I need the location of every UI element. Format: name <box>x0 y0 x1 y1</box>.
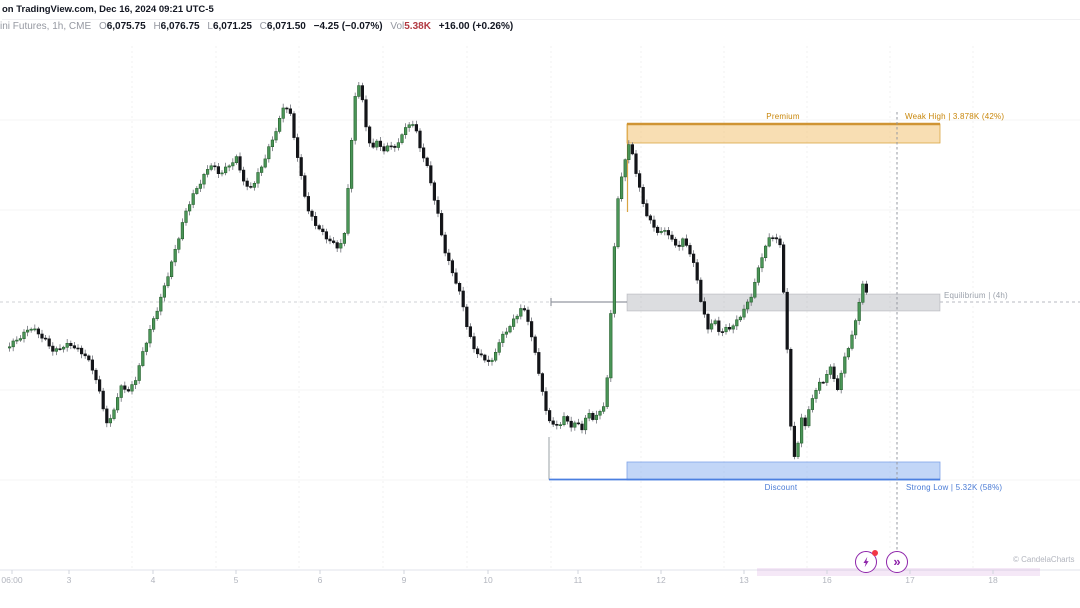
high-value: 6,076.75 <box>160 21 200 32</box>
symbol-title: ini Futures, 1h, CME <box>0 21 92 32</box>
notification-badge-dot <box>872 550 878 556</box>
symbol-ohlc-row: ini Futures, 1h, CME O6,075.75 H6,076.75… <box>0 21 513 32</box>
close-value: 6,071.50 <box>266 21 306 32</box>
equilibrium-label: Equilibrium | (4h) <box>944 291 1008 300</box>
open-label: O <box>98 21 107 32</box>
open-value: 6,075.75 <box>106 21 146 32</box>
publish-info: on TradingView.com, Dec 16, 2024 09:21 U… <box>2 4 1080 20</box>
weak-high-label: Weak High | 3.878K (42%) <box>905 112 1005 121</box>
close-label: C <box>259 21 267 32</box>
discount-zone-box <box>626 461 941 481</box>
low-label: L <box>207 21 213 32</box>
change-value: −4.25 (−0.07%) <box>313 21 383 32</box>
volume-change-value: +16.00 (+0.26%) <box>438 21 514 32</box>
equilibrium-zone-box <box>626 293 941 312</box>
candelacharts-copyright: © CandelaCharts <box>1013 555 1075 564</box>
premium-zone-box <box>626 123 941 144</box>
lightning-icon <box>863 556 869 568</box>
premium-zone-label: Premium <box>766 112 800 121</box>
candle-bodies <box>8 85 868 457</box>
volume-value: 5.38K <box>404 21 431 32</box>
fast-forward-icon: » <box>893 553 901 569</box>
discount-zone-label: Discount <box>764 483 798 492</box>
go-to-realtime-button[interactable]: » <box>886 551 908 573</box>
high-label: H <box>153 21 161 32</box>
low-value: 6,071.25 <box>212 21 252 32</box>
volume-label: Vol <box>390 21 405 32</box>
strong-low-label: Strong Low | 5.32K (58%) <box>906 483 1003 492</box>
indicator-bolt-button[interactable] <box>855 550 878 573</box>
